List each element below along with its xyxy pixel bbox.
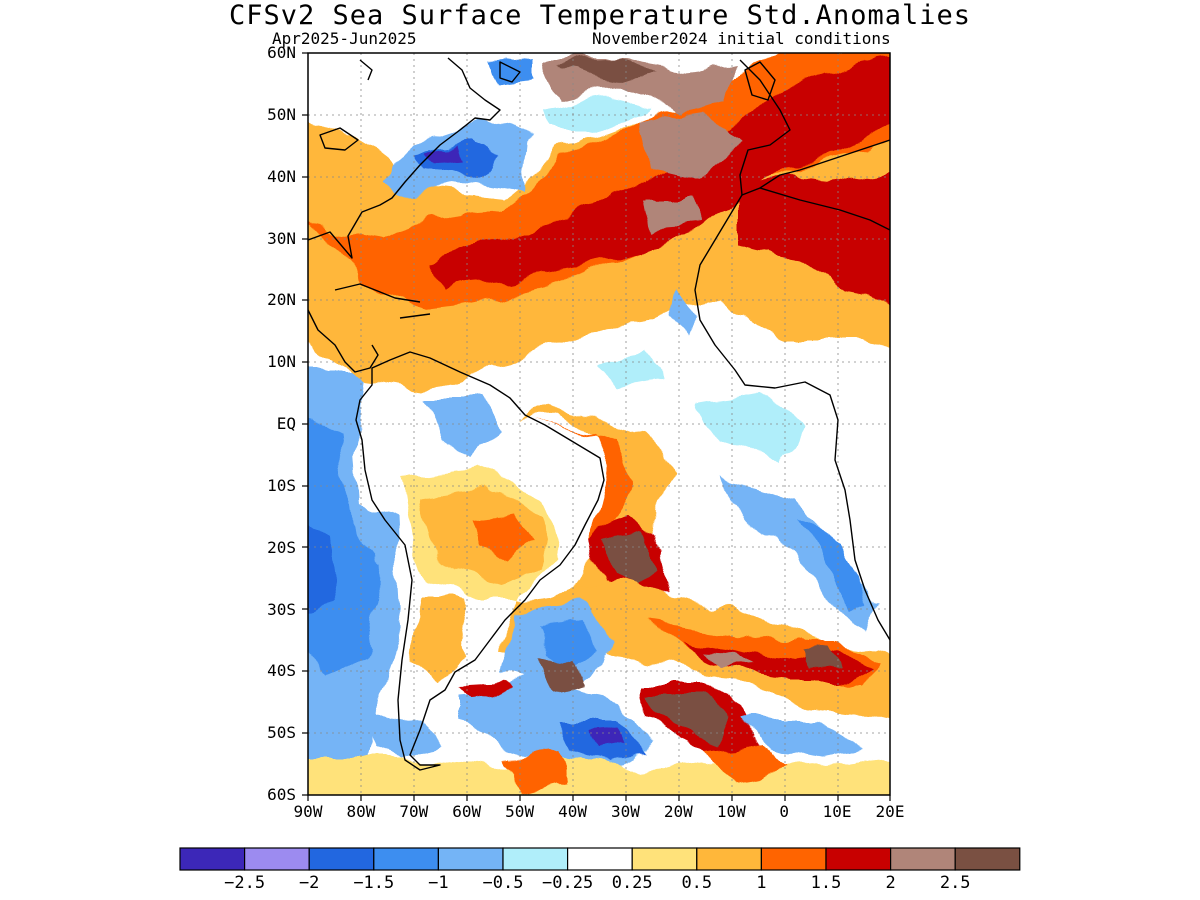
colorbar-swatch-4: [437, 847, 504, 871]
lat-label-30s: 30S: [267, 599, 296, 619]
lon-label-20w: 20W: [663, 802, 693, 821]
colorbar-label-4: −0.5: [482, 873, 524, 893]
british-isles: [744, 61, 776, 101]
lon-label-40w: 40W: [558, 802, 587, 821]
colorbar-label-3: −1: [428, 873, 449, 893]
lat-label-60n: 60N: [267, 43, 296, 62]
colorbar-swatch-2: [308, 847, 375, 871]
gulf-of-mexico-coast: [308, 309, 379, 373]
colorbar-label-2: −1.5: [353, 873, 395, 893]
lon-label-30w: 30W: [611, 802, 640, 821]
colorbar-label-1: −2: [298, 873, 320, 893]
north-america-coast: [308, 57, 501, 259]
lat-label-40n: 40N: [267, 166, 296, 186]
lon-label-0: 0: [779, 802, 789, 821]
lat-label-40s: 40S: [267, 661, 296, 681]
lon-label-50w: 50W: [505, 802, 535, 821]
colorbar-swatch-9: [760, 847, 827, 871]
colorbar-swatch-12: [954, 847, 1021, 871]
colorbar-label-7: 0.5: [681, 873, 713, 893]
great-lakes: [319, 127, 359, 151]
lat-label-10s: 10S: [267, 475, 296, 495]
newfoundland: [499, 61, 521, 83]
colorbar-swatch-0: [179, 847, 246, 871]
initial-conditions: November2024 initial conditions: [592, 29, 891, 48]
lat-label-50s: 50S: [267, 723, 296, 743]
forecast-period: Apr2025-Jun2025: [272, 29, 417, 48]
lon-label-10w: 10W: [716, 802, 746, 821]
colorbar-label-5: −0.25: [542, 873, 594, 893]
lat-label-eq: EQ: [276, 414, 296, 433]
tick-marks: [302, 52, 891, 801]
colorbar-swatch-5: [502, 847, 569, 871]
lat-label-30n: 30N: [267, 228, 296, 248]
colorbar-swatch-3: [373, 847, 439, 871]
colorbar-swatch-7: [631, 847, 698, 871]
lon-label-90w: 90W: [293, 802, 323, 821]
lat-label-60s: 60S: [267, 785, 296, 804]
colorbar-label-9: 1.5: [810, 873, 842, 893]
lat-label-50n: 50N: [267, 104, 296, 124]
anomaly-field: [308, 53, 890, 795]
lat-label-20n: 20N: [267, 290, 296, 310]
colorbar-swatch-10: [825, 847, 892, 871]
lon-label-80w: 80W: [346, 802, 376, 821]
lon-label-60w: 60W: [452, 802, 482, 821]
lon-label-20e: 20E: [875, 802, 905, 821]
lat-label-10n: 10N: [267, 352, 296, 372]
mediterranean-coast: [759, 187, 890, 231]
colorbar: [179, 847, 1021, 871]
coastlines: [308, 57, 890, 771]
colorbar-swatch-6: [566, 847, 633, 871]
europe-coast: [739, 59, 890, 196]
anomaly-shading: [308, 53, 890, 795]
colorbar-swatch-1: [244, 847, 310, 871]
colorbar-label-0: −2.5: [224, 873, 266, 893]
greenland-tip: [359, 59, 373, 81]
colorbar-label-11: 2.5: [939, 873, 971, 893]
south-america-coast: [355, 351, 605, 771]
colorbar-label-10: 2: [885, 873, 896, 893]
lon-label-10e: 10E: [822, 802, 852, 821]
lon-label-70w: 70W: [399, 802, 429, 821]
map-title: CFSv2 Sea Surface Temperature Std.Anomal…: [229, 0, 971, 31]
colorbar-swatch-11: [889, 847, 956, 871]
colorbar-label-6: 0.25: [611, 873, 653, 893]
colorbar-label-8: 1: [756, 873, 767, 893]
lat-label-20s: 20S: [267, 537, 296, 557]
grid-lines: [308, 53, 890, 795]
caribbean-islands: [334, 283, 431, 319]
africa-coast: [694, 194, 890, 641]
colorbar-swatch-8: [696, 847, 762, 871]
